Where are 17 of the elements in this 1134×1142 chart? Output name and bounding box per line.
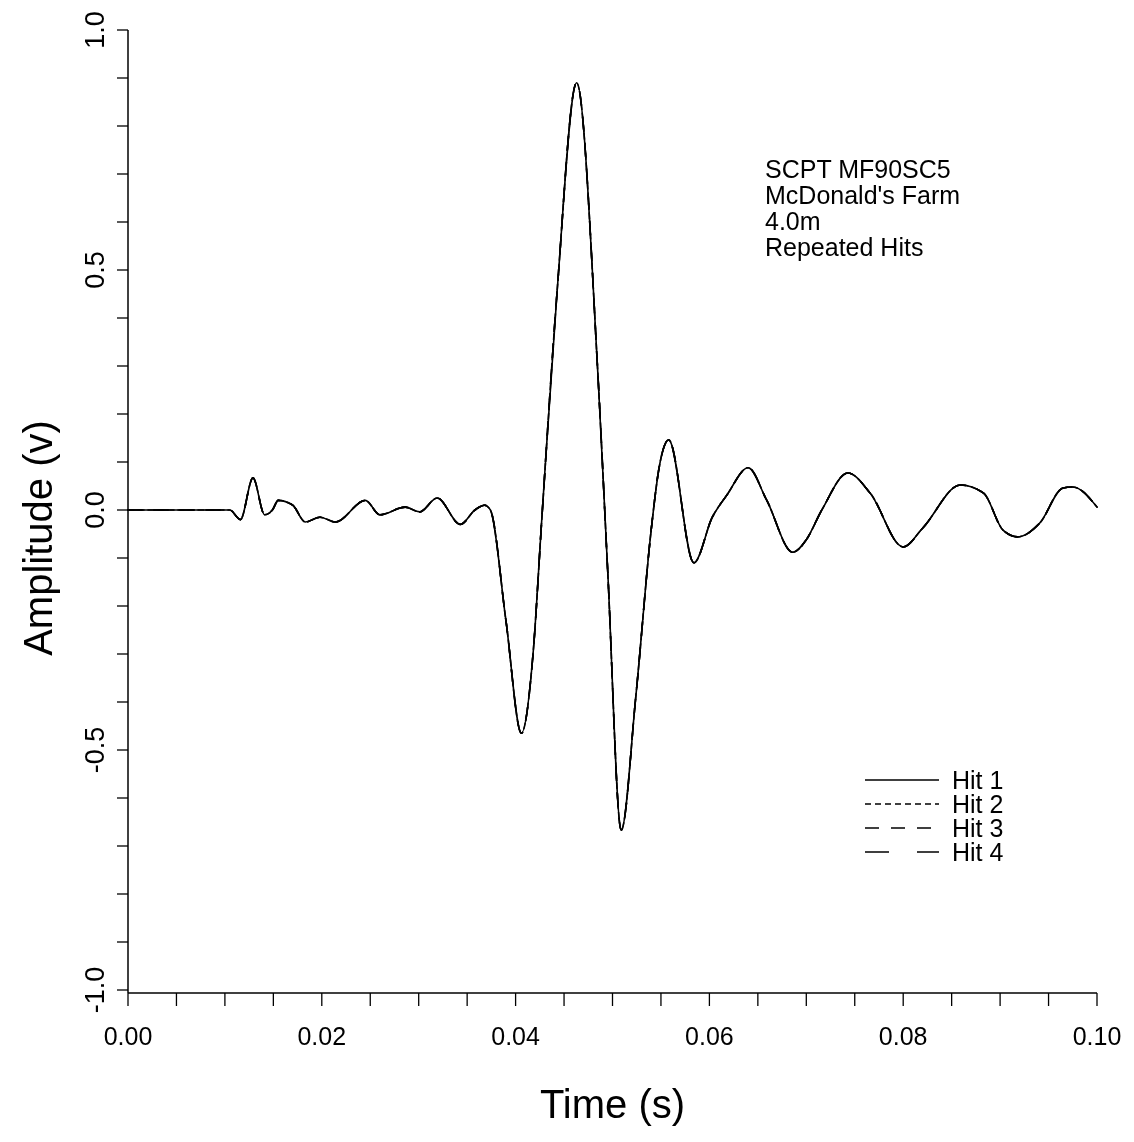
annotation: McDonald's Farm — [765, 181, 961, 209]
y-tick-label: 1.0 — [80, 11, 110, 49]
x-tick-label: 0.10 — [1072, 1022, 1122, 1050]
x-axis-title: Time (s) — [539, 1082, 686, 1126]
annotation: 4.0m — [765, 207, 821, 235]
y-tick-label: -1.0 — [80, 966, 110, 1014]
y-axis-title: Amplitude (v) — [16, 420, 60, 656]
x-tick-label: 0.02 — [297, 1022, 347, 1050]
y-tick-label: 0.0 — [80, 491, 110, 529]
y-tick-label: 0.5 — [80, 251, 110, 289]
x-tick-label: 0.04 — [491, 1022, 541, 1050]
y-tick-label: -0.5 — [80, 726, 110, 774]
annotation: SCPT MF90SC5 — [765, 155, 951, 183]
x-tick-label: 0.08 — [878, 1022, 928, 1050]
annotation: Repeated Hits — [765, 233, 924, 261]
x-tick-label: 0.00 — [103, 1022, 153, 1050]
x-tick-label: 0.06 — [685, 1022, 734, 1050]
